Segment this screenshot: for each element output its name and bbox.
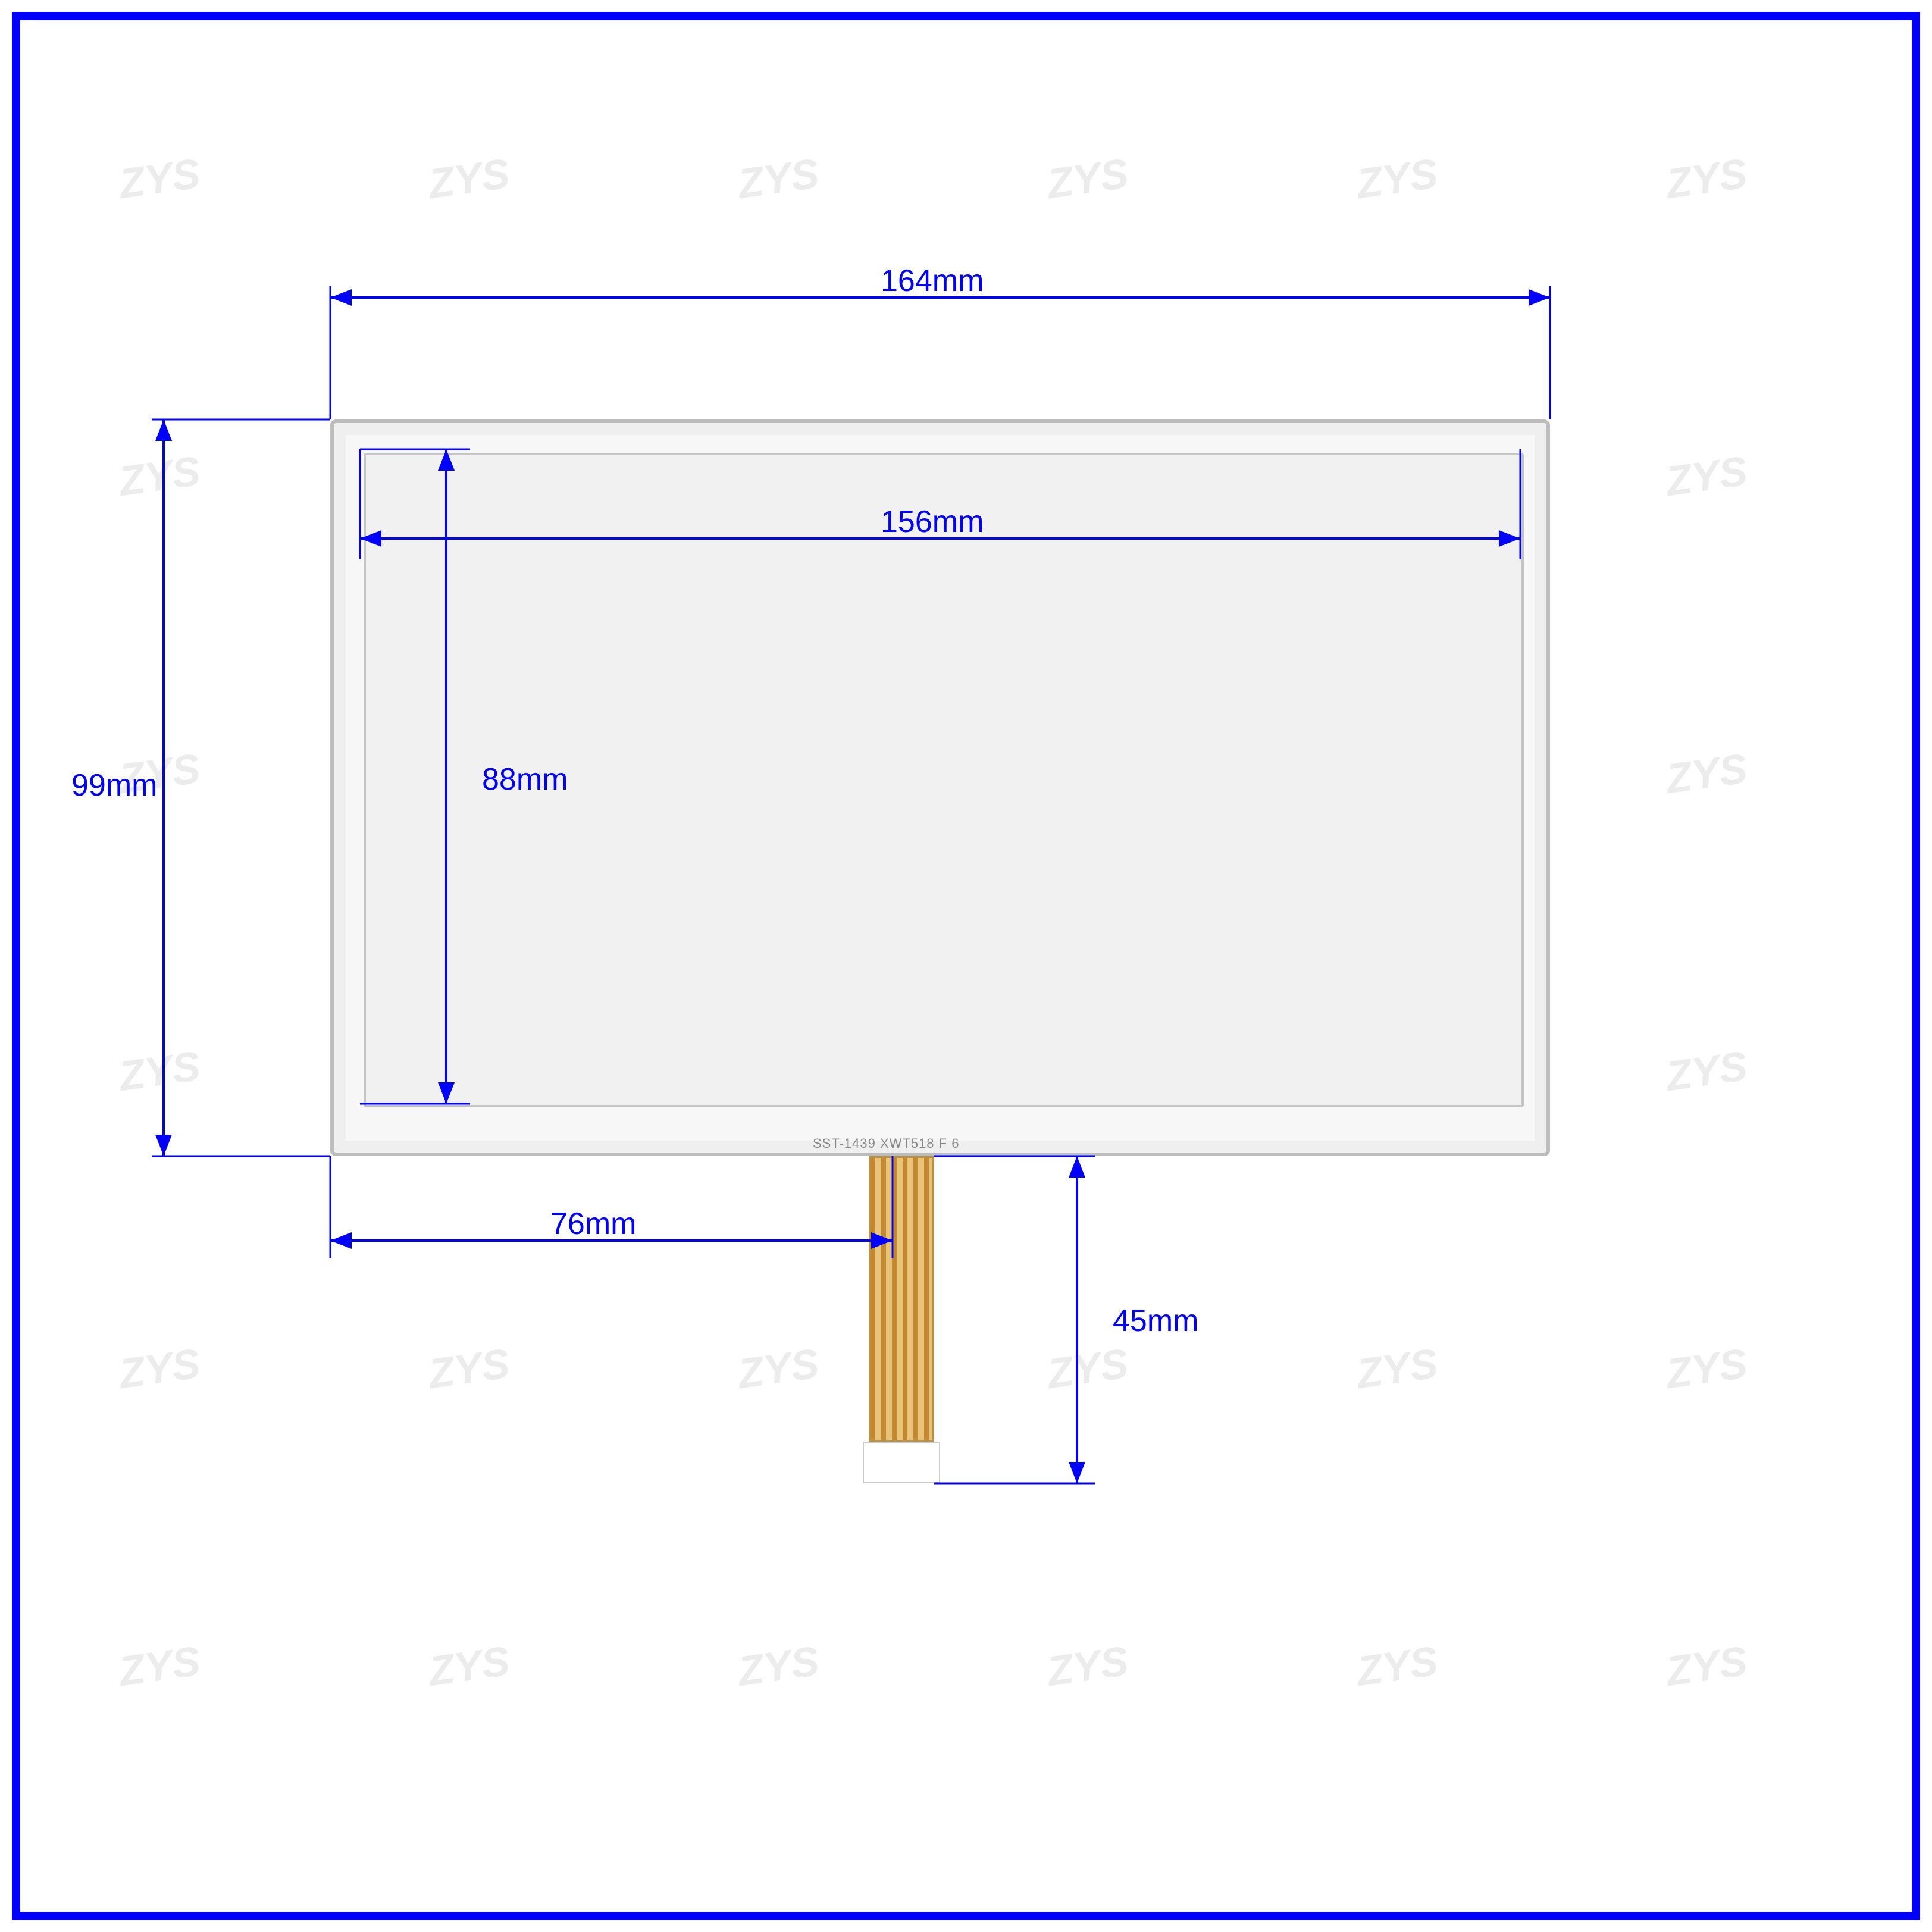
fpc-cable xyxy=(869,1156,934,1442)
part-number-text: SST-1439 XWT518 F 6 xyxy=(813,1136,959,1151)
fpc-connector xyxy=(863,1442,940,1483)
dim-label-height-inner: 88mm xyxy=(482,762,568,797)
dim-label-fpc-offset: 76mm xyxy=(550,1206,636,1242)
dim-label-fpc-length: 45mm xyxy=(1113,1303,1198,1339)
dim-label-width-outer: 164mm xyxy=(881,263,984,299)
dim-label-width-inner: 156mm xyxy=(881,504,984,540)
dim-label-height-outer: 99mm xyxy=(71,768,157,803)
